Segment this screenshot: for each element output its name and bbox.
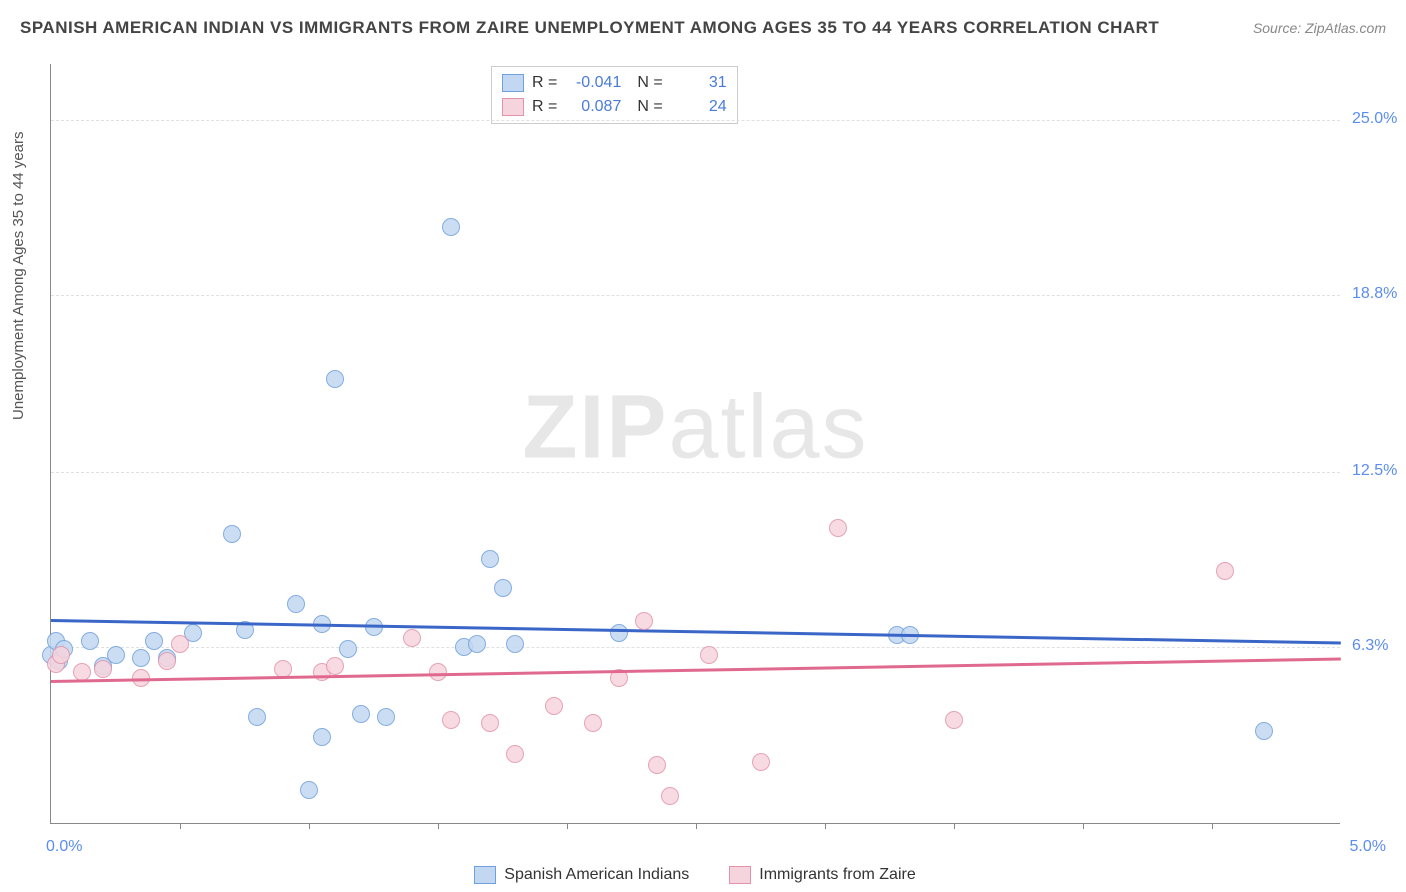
- legend-row: R = -0.041 N = 31: [502, 71, 727, 95]
- n-label: N =: [637, 71, 662, 95]
- x-tick: [696, 823, 697, 829]
- data-point: [248, 708, 266, 726]
- data-point: [52, 646, 70, 664]
- y-tick-label: 25.0%: [1352, 110, 1397, 128]
- data-point: [81, 632, 99, 650]
- data-point: [145, 632, 163, 650]
- data-point: [223, 525, 241, 543]
- data-point: [1255, 722, 1273, 740]
- data-point: [468, 635, 486, 653]
- y-axis-label: Unemployment Among Ages 35 to 44 years: [10, 131, 27, 420]
- gridline: [51, 647, 1340, 648]
- data-point: [545, 697, 563, 715]
- legend-swatch: [502, 74, 524, 92]
- x-tick: [180, 823, 181, 829]
- legend-swatch: [729, 866, 751, 884]
- data-point: [107, 646, 125, 664]
- data-point: [481, 714, 499, 732]
- source-attribution: Source: ZipAtlas.com: [1253, 20, 1386, 36]
- data-point: [494, 579, 512, 597]
- data-point: [584, 714, 602, 732]
- data-point: [326, 657, 344, 675]
- data-point: [313, 728, 331, 746]
- data-point: [73, 663, 91, 681]
- r-value: -0.041: [565, 71, 621, 95]
- gridline: [51, 295, 1340, 296]
- n-label: N =: [637, 95, 662, 119]
- series-name: Immigrants from Zaire: [759, 866, 915, 884]
- chart-title: SPANISH AMERICAN INDIAN VS IMMIGRANTS FR…: [20, 18, 1159, 38]
- x-tick: [1212, 823, 1213, 829]
- x-tick: [1083, 823, 1084, 829]
- x-min-label: 0.0%: [46, 838, 82, 856]
- x-tick: [438, 823, 439, 829]
- n-value: 24: [671, 95, 727, 119]
- plot-area: ZIPatlas R = -0.041 N = 31 R = 0.087 N = 24: [50, 64, 1340, 824]
- data-point: [352, 705, 370, 723]
- y-tick-label: 12.5%: [1352, 462, 1397, 480]
- r-label: R =: [532, 71, 557, 95]
- legend-row: R = 0.087 N = 24: [502, 95, 727, 119]
- series-name: Spanish American Indians: [504, 866, 689, 884]
- data-point: [132, 649, 150, 667]
- legend-swatch: [474, 866, 496, 884]
- legend-item: Spanish American Indians: [474, 866, 689, 884]
- data-point: [506, 635, 524, 653]
- data-point: [158, 652, 176, 670]
- r-label: R =: [532, 95, 557, 119]
- data-point: [945, 711, 963, 729]
- data-point: [648, 756, 666, 774]
- data-point: [829, 519, 847, 537]
- data-point: [506, 745, 524, 763]
- y-tick-label: 18.8%: [1352, 285, 1397, 303]
- legend-item: Immigrants from Zaire: [729, 866, 915, 884]
- data-point: [403, 629, 421, 647]
- y-tick-label: 6.3%: [1352, 637, 1388, 655]
- n-value: 31: [671, 71, 727, 95]
- x-tick: [567, 823, 568, 829]
- r-value: 0.087: [565, 95, 621, 119]
- data-point: [429, 663, 447, 681]
- data-point: [94, 660, 112, 678]
- x-tick: [825, 823, 826, 829]
- gridline: [51, 120, 1340, 121]
- data-point: [700, 646, 718, 664]
- data-point: [610, 624, 628, 642]
- data-point: [635, 612, 653, 630]
- gridline: [51, 472, 1340, 473]
- correlation-legend: R = -0.041 N = 31 R = 0.087 N = 24: [491, 66, 738, 124]
- data-point: [661, 787, 679, 805]
- x-tick: [309, 823, 310, 829]
- x-max-label: 5.0%: [1350, 838, 1386, 856]
- x-tick: [954, 823, 955, 829]
- data-point: [377, 708, 395, 726]
- series-legend: Spanish American Indians Immigrants from …: [50, 866, 1340, 884]
- data-point: [442, 218, 460, 236]
- data-point: [752, 753, 770, 771]
- data-point: [481, 550, 499, 568]
- data-point: [339, 640, 357, 658]
- trend-line: [51, 658, 1341, 684]
- legend-swatch: [502, 98, 524, 116]
- data-point: [442, 711, 460, 729]
- data-point: [326, 370, 344, 388]
- data-point: [1216, 562, 1234, 580]
- data-point: [287, 595, 305, 613]
- data-point: [300, 781, 318, 799]
- data-point: [171, 635, 189, 653]
- watermark: ZIPatlas: [522, 377, 868, 480]
